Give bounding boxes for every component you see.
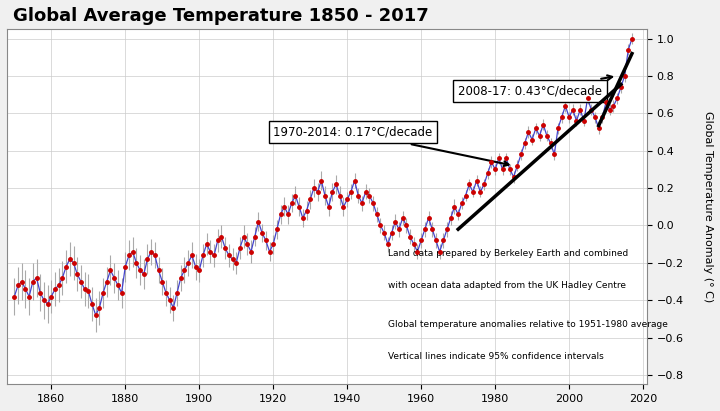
Y-axis label: Global Temperature Anomaly (° C): Global Temperature Anomaly (° C) (703, 111, 713, 302)
Text: Vertical lines indicate 95% confidence intervals: Vertical lines indicate 95% confidence i… (387, 352, 603, 361)
Text: 2008-17: 0.43°C/decade: 2008-17: 0.43°C/decade (458, 75, 612, 97)
Text: Land data prepared by Berkeley Earth and combined: Land data prepared by Berkeley Earth and… (387, 249, 628, 259)
Text: Global temperature anomalies relative to 1951-1980 average: Global temperature anomalies relative to… (387, 321, 667, 330)
Text: with ocean data adapted from the UK Hadley Centre: with ocean data adapted from the UK Hadl… (387, 282, 626, 290)
Text: 1970-2014: 0.17°C/decade: 1970-2014: 0.17°C/decade (273, 125, 508, 166)
Text: Global Average Temperature 1850 - 2017: Global Average Temperature 1850 - 2017 (14, 7, 429, 25)
